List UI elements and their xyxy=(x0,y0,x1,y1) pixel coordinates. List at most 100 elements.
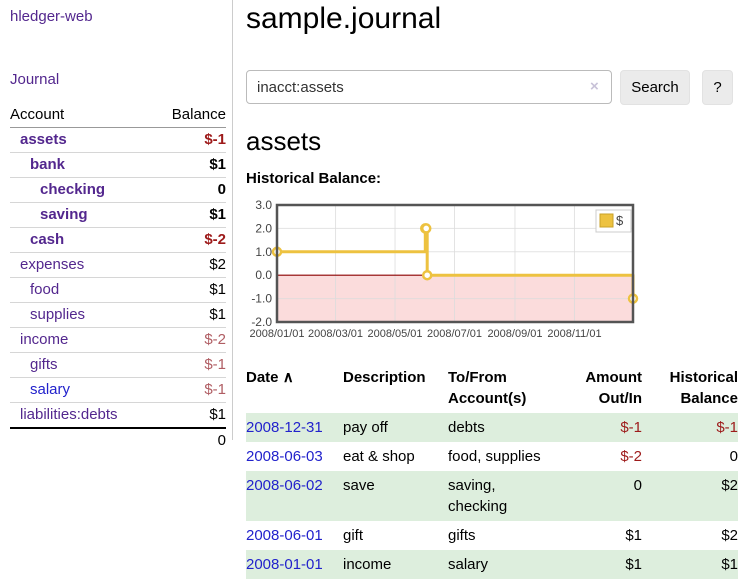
accounts-header-account: Account xyxy=(10,103,154,128)
chart-xtick-label: 2008/03/01 xyxy=(308,328,363,340)
account-balance: $1 xyxy=(153,277,226,303)
register-date-link[interactable]: 2008-06-03 xyxy=(246,448,323,465)
register-row: 2008-12-31 pay off debts $-1 $-1 xyxy=(246,413,738,442)
account-link-food[interactable]: food xyxy=(30,281,60,298)
account-link-salary[interactable]: salary xyxy=(30,381,71,398)
register-date-link[interactable]: 2008-01-01 xyxy=(246,556,323,573)
account-row: food $1 xyxy=(10,277,226,303)
chart-xtick-label: 2008/05/01 xyxy=(367,328,422,340)
register-header-amount-line1: Amount xyxy=(585,369,642,386)
chart-ytick-label: -1.0 xyxy=(251,292,272,306)
search-input[interactable] xyxy=(246,70,612,104)
account-row: saving $1 xyxy=(10,202,226,228)
register-header-date-label: Date xyxy=(246,369,279,386)
register-header-description: Description xyxy=(343,369,426,386)
register-row: 2008-06-01 gift gifts $1 $2 xyxy=(246,521,738,550)
page-title: sample.journal xyxy=(246,2,442,35)
account-row: salary $-1 xyxy=(10,377,226,403)
register-header-balance-line1: Historical xyxy=(669,369,738,386)
register-amount: $1 xyxy=(625,527,642,544)
account-balance: $1 xyxy=(153,302,226,328)
account-link-gifts[interactable]: gifts xyxy=(30,356,58,373)
account-balance: $1 xyxy=(153,152,226,178)
register-table-body: 2008-12-31 pay off debts $-1 $-1 2008-06-03 ea… xyxy=(246,413,738,579)
register-accounts: food, supplies xyxy=(448,448,541,465)
account-balance: $-1 xyxy=(153,377,226,403)
account-title: assets xyxy=(246,126,322,156)
register-amount: 0 xyxy=(633,477,642,494)
register-header-amount-line2: Out/In xyxy=(598,390,642,407)
chart-border xyxy=(275,203,635,324)
account-link-expenses[interactable]: expenses xyxy=(20,256,85,273)
account-row: supplies $1 xyxy=(10,302,226,328)
chart-data-marker xyxy=(421,269,433,281)
chart-legend-swatch xyxy=(599,213,614,228)
register-date-link[interactable]: 2008-06-02 xyxy=(246,477,323,494)
account-row: gifts $-1 xyxy=(10,352,226,378)
search-button[interactable]: Search xyxy=(620,70,690,105)
register-description: pay off xyxy=(343,419,388,436)
register-balance: 0 xyxy=(729,448,738,465)
account-row: income $-2 xyxy=(10,327,226,353)
register-row: 2008-01-01 income salary $1 $1 xyxy=(246,550,738,579)
accounts-table-header: Account Balance xyxy=(10,103,226,128)
account-balance: $1 xyxy=(153,402,226,429)
app-brand-link[interactable]: hledger-web xyxy=(10,8,93,25)
account-link-saving[interactable]: saving xyxy=(40,206,88,223)
register-table: Date ∧ Description To/From Account(s) Am… xyxy=(246,363,738,579)
register-accounts: debts xyxy=(448,419,485,436)
chart-xtick-label: 2008/11/01 xyxy=(547,328,601,340)
register-balance: $1 xyxy=(721,556,738,573)
register-header-accounts-line1: To/From xyxy=(448,369,507,386)
account-balance: $-2 xyxy=(153,227,226,253)
accounts-table: Account Balance assets $-1 bank $1 checking 0… xyxy=(10,103,226,453)
account-balance: $2 xyxy=(153,252,226,278)
chart-ytick-label: 1.0 xyxy=(255,245,272,259)
register-balance: $2 xyxy=(721,477,738,494)
register-header-balance: Historical Balance xyxy=(642,363,738,413)
register-date-link[interactable]: 2008-12-31 xyxy=(246,419,323,436)
register-description: gift xyxy=(343,527,364,544)
register-header-balance-line2: Balance xyxy=(680,390,738,407)
register-header-amount: Amount Out/In xyxy=(558,363,642,413)
account-balance: $1 xyxy=(153,202,226,228)
account-balance: $-2 xyxy=(153,327,226,353)
register-accounts: gifts xyxy=(448,527,476,544)
search-bar: × Search ? xyxy=(246,70,742,105)
chart-ytick-label: 0.0 xyxy=(255,268,272,282)
accounts-total-spacer xyxy=(10,427,154,453)
main-content: sample.journal × Search ? assets Histori… xyxy=(246,0,742,582)
sort-ascending-icon: ∧ xyxy=(282,369,294,386)
register-accounts: saving, checking xyxy=(448,477,508,515)
register-balance: $2 xyxy=(721,527,738,544)
register-amount: $-2 xyxy=(620,448,642,465)
account-balance: $-1 xyxy=(153,127,226,153)
register-accounts: salary xyxy=(448,556,489,573)
sidebar-item-journal[interactable]: Journal xyxy=(10,71,60,88)
sidebar: hledger-web Journal Account Balance asse… xyxy=(0,0,233,453)
chart-xtick-label: 2008/01/01 xyxy=(249,328,304,340)
account-link-income[interactable]: income xyxy=(20,331,69,348)
chart-data-marker xyxy=(420,223,432,234)
register-row: 2008-06-03 eat & shop food, supplies $-2 0 xyxy=(246,442,738,471)
account-link-bank[interactable]: bank xyxy=(30,156,66,173)
account-balance: $-1 xyxy=(153,352,226,378)
account-link-liabilities-debts[interactable]: liabilities:debts xyxy=(20,406,118,423)
register-header-date[interactable]: Date ∧ xyxy=(246,363,343,413)
clear-search-icon[interactable]: × xyxy=(590,78,599,95)
account-link-assets[interactable]: assets xyxy=(20,131,67,148)
account-link-checking[interactable]: checking xyxy=(40,181,106,198)
register-date-link[interactable]: 2008-06-01 xyxy=(246,527,323,544)
account-link-supplies[interactable]: supplies xyxy=(30,306,86,323)
account-link-cash[interactable]: cash xyxy=(30,231,65,248)
register-description: eat & shop xyxy=(343,448,415,465)
accounts-total-row: 0 xyxy=(10,427,226,453)
register-header-accounts: To/From Account(s) xyxy=(448,363,558,413)
account-row: bank $1 xyxy=(10,152,226,178)
accounts-table-body: assets $-1 bank $1 checking 0 saving $1 cash $-2 e… xyxy=(10,127,226,429)
account-row: liabilities:debts $1 xyxy=(10,402,226,429)
register-header-accounts-line2: Account(s) xyxy=(448,390,527,407)
help-button[interactable]: ? xyxy=(702,70,733,105)
accounts-total-value: 0 xyxy=(153,427,226,453)
